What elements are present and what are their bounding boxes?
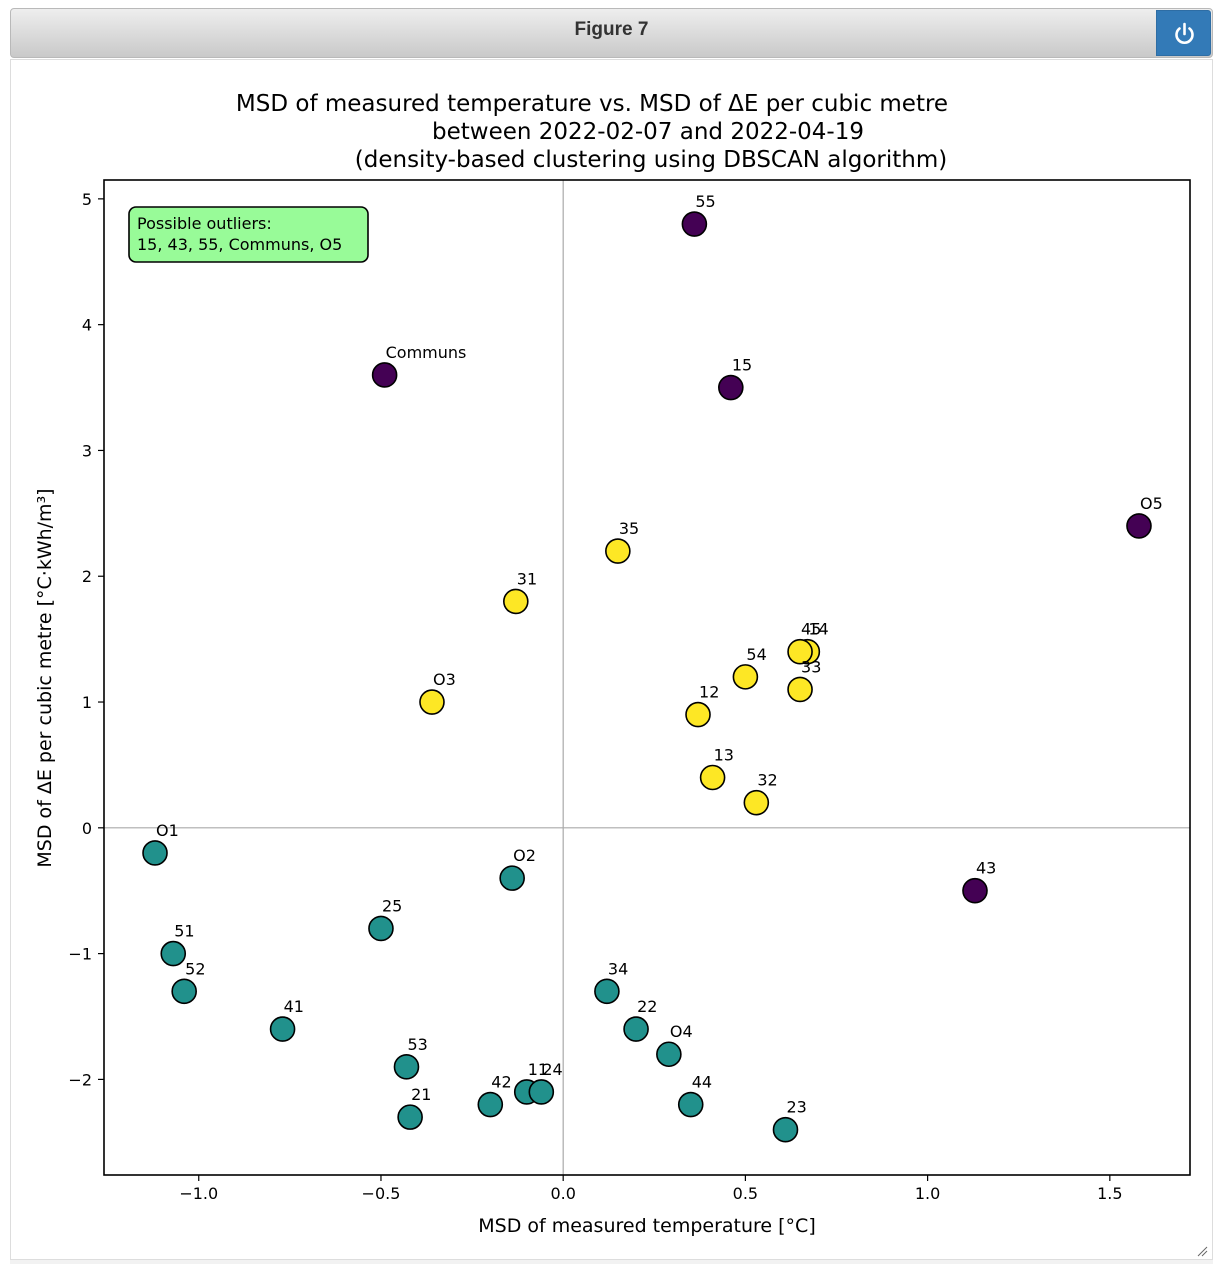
figure-title: Figure 7 [574,19,649,40]
point-label-22: 22 [637,997,657,1016]
figure-titlebar: Figure 7 [10,8,1213,58]
outliers-annotation-box [128,206,369,263]
point-label-15: 15 [732,356,752,375]
data-point-53 [393,1054,420,1080]
data-point-42 [477,1091,504,1118]
resize-grip-icon[interactable] [1196,1245,1208,1257]
point-label-O1: O1 [156,821,179,840]
data-point-41 [269,1016,296,1042]
y-tick-label: 2 [82,567,92,586]
data-point-45 [787,638,813,665]
data-point-52 [171,978,197,1005]
data-point-35 [605,538,631,564]
data-point-23 [772,1116,799,1143]
point-label-25: 25 [382,896,402,915]
y-tick-label: −2 [68,1070,92,1089]
data-point-34 [594,978,620,1005]
figure-canvas[interactable]: MSD of measured temperature vs. MSD of Δ… [10,59,1213,1260]
point-label-54: 54 [746,645,766,664]
scatter-chart: MSD of measured temperature vs. MSD of Δ… [34,91,1191,1237]
data-point-33 [787,676,813,703]
chart-title-line: (density-based clustering using DBSCAN a… [355,147,947,173]
point-label-23: 23 [786,1098,806,1117]
data-point-O2 [499,865,525,891]
point-label-32: 32 [757,771,777,790]
data-point-55 [681,211,708,237]
data-point-25 [368,915,394,942]
point-label-44: 44 [692,1073,712,1092]
point-label-34: 34 [608,959,628,978]
point-label-35: 35 [619,519,639,538]
data-point-O1 [142,840,168,866]
point-label-51: 51 [174,922,194,941]
point-label-41: 41 [284,997,304,1016]
point-label-45: 45 [801,620,821,639]
outliers-annotation-line: 15, 43, 55, Communs, O5 [137,235,342,254]
x-tick-label: 0.5 [733,1184,758,1203]
x-tick-label: −0.5 [362,1184,401,1203]
x-tick-label: 1.0 [915,1184,940,1203]
data-point-44 [677,1091,704,1118]
point-label-33: 33 [801,657,821,676]
x-tick-label: −1.0 [179,1184,218,1203]
point-label-43: 43 [976,859,996,878]
data-point-54 [732,664,759,690]
point-label-12: 12 [699,683,719,702]
point-label-O4: O4 [670,1022,693,1041]
y-tick-label: 5 [82,190,92,209]
x-tick-label: 0.0 [550,1184,575,1203]
point-label-14: 14 [808,620,828,639]
data-point-21 [397,1104,423,1130]
y-axis-label: MSD of ΔE per cubic metre [°C·kWh/m³] [34,488,56,867]
data-point-13 [699,764,726,791]
data-point-31 [503,588,529,615]
x-tick-label: 1.5 [1097,1184,1122,1203]
point-label-52: 52 [185,959,205,978]
point-label-42: 42 [491,1073,511,1092]
point-label-Communs: Communs [386,343,467,362]
data-point-15 [718,374,744,401]
plot-frame [103,179,1191,1176]
point-label-53: 53 [407,1035,427,1054]
data-point-O4 [656,1041,682,1068]
point-label-O2: O2 [513,846,536,865]
outliers-annotation-line: Possible outliers: [137,214,272,233]
point-label-24: 24 [542,1060,562,1079]
point-label-O5: O5 [1140,494,1163,513]
point-label-13: 13 [714,746,734,765]
x-axis-label: MSD of measured temperature [°C] [478,1215,816,1237]
point-label-55: 55 [695,192,715,211]
chart-title-line: between 2022-02-07 and 2022-04-19 [432,119,864,145]
bottom-toolbar-strip [10,1260,1213,1264]
point-label-11: 11 [528,1060,548,1079]
data-point-32 [743,789,770,816]
data-point-51 [160,940,187,967]
data-point-O3 [419,689,445,715]
point-label-O3: O3 [433,670,456,689]
point-label-21: 21 [411,1085,431,1104]
power-button[interactable] [1156,10,1211,56]
y-tick-label: 0 [82,819,92,838]
chart-title-line: MSD of measured temperature vs. MSD of Δ… [236,91,948,117]
data-point-12 [685,701,711,728]
y-tick-label: 1 [82,693,92,712]
data-point-24 [528,1079,555,1105]
data-point-43 [962,877,988,904]
data-point-22 [623,1016,649,1042]
y-tick-label: 3 [82,441,92,460]
power-icon [1175,22,1194,44]
y-tick-label: 4 [82,316,92,335]
point-label-31: 31 [517,569,537,588]
data-point-O5 [1126,513,1152,539]
y-tick-label: −1 [68,945,92,964]
data-point-Communs [371,362,398,388]
